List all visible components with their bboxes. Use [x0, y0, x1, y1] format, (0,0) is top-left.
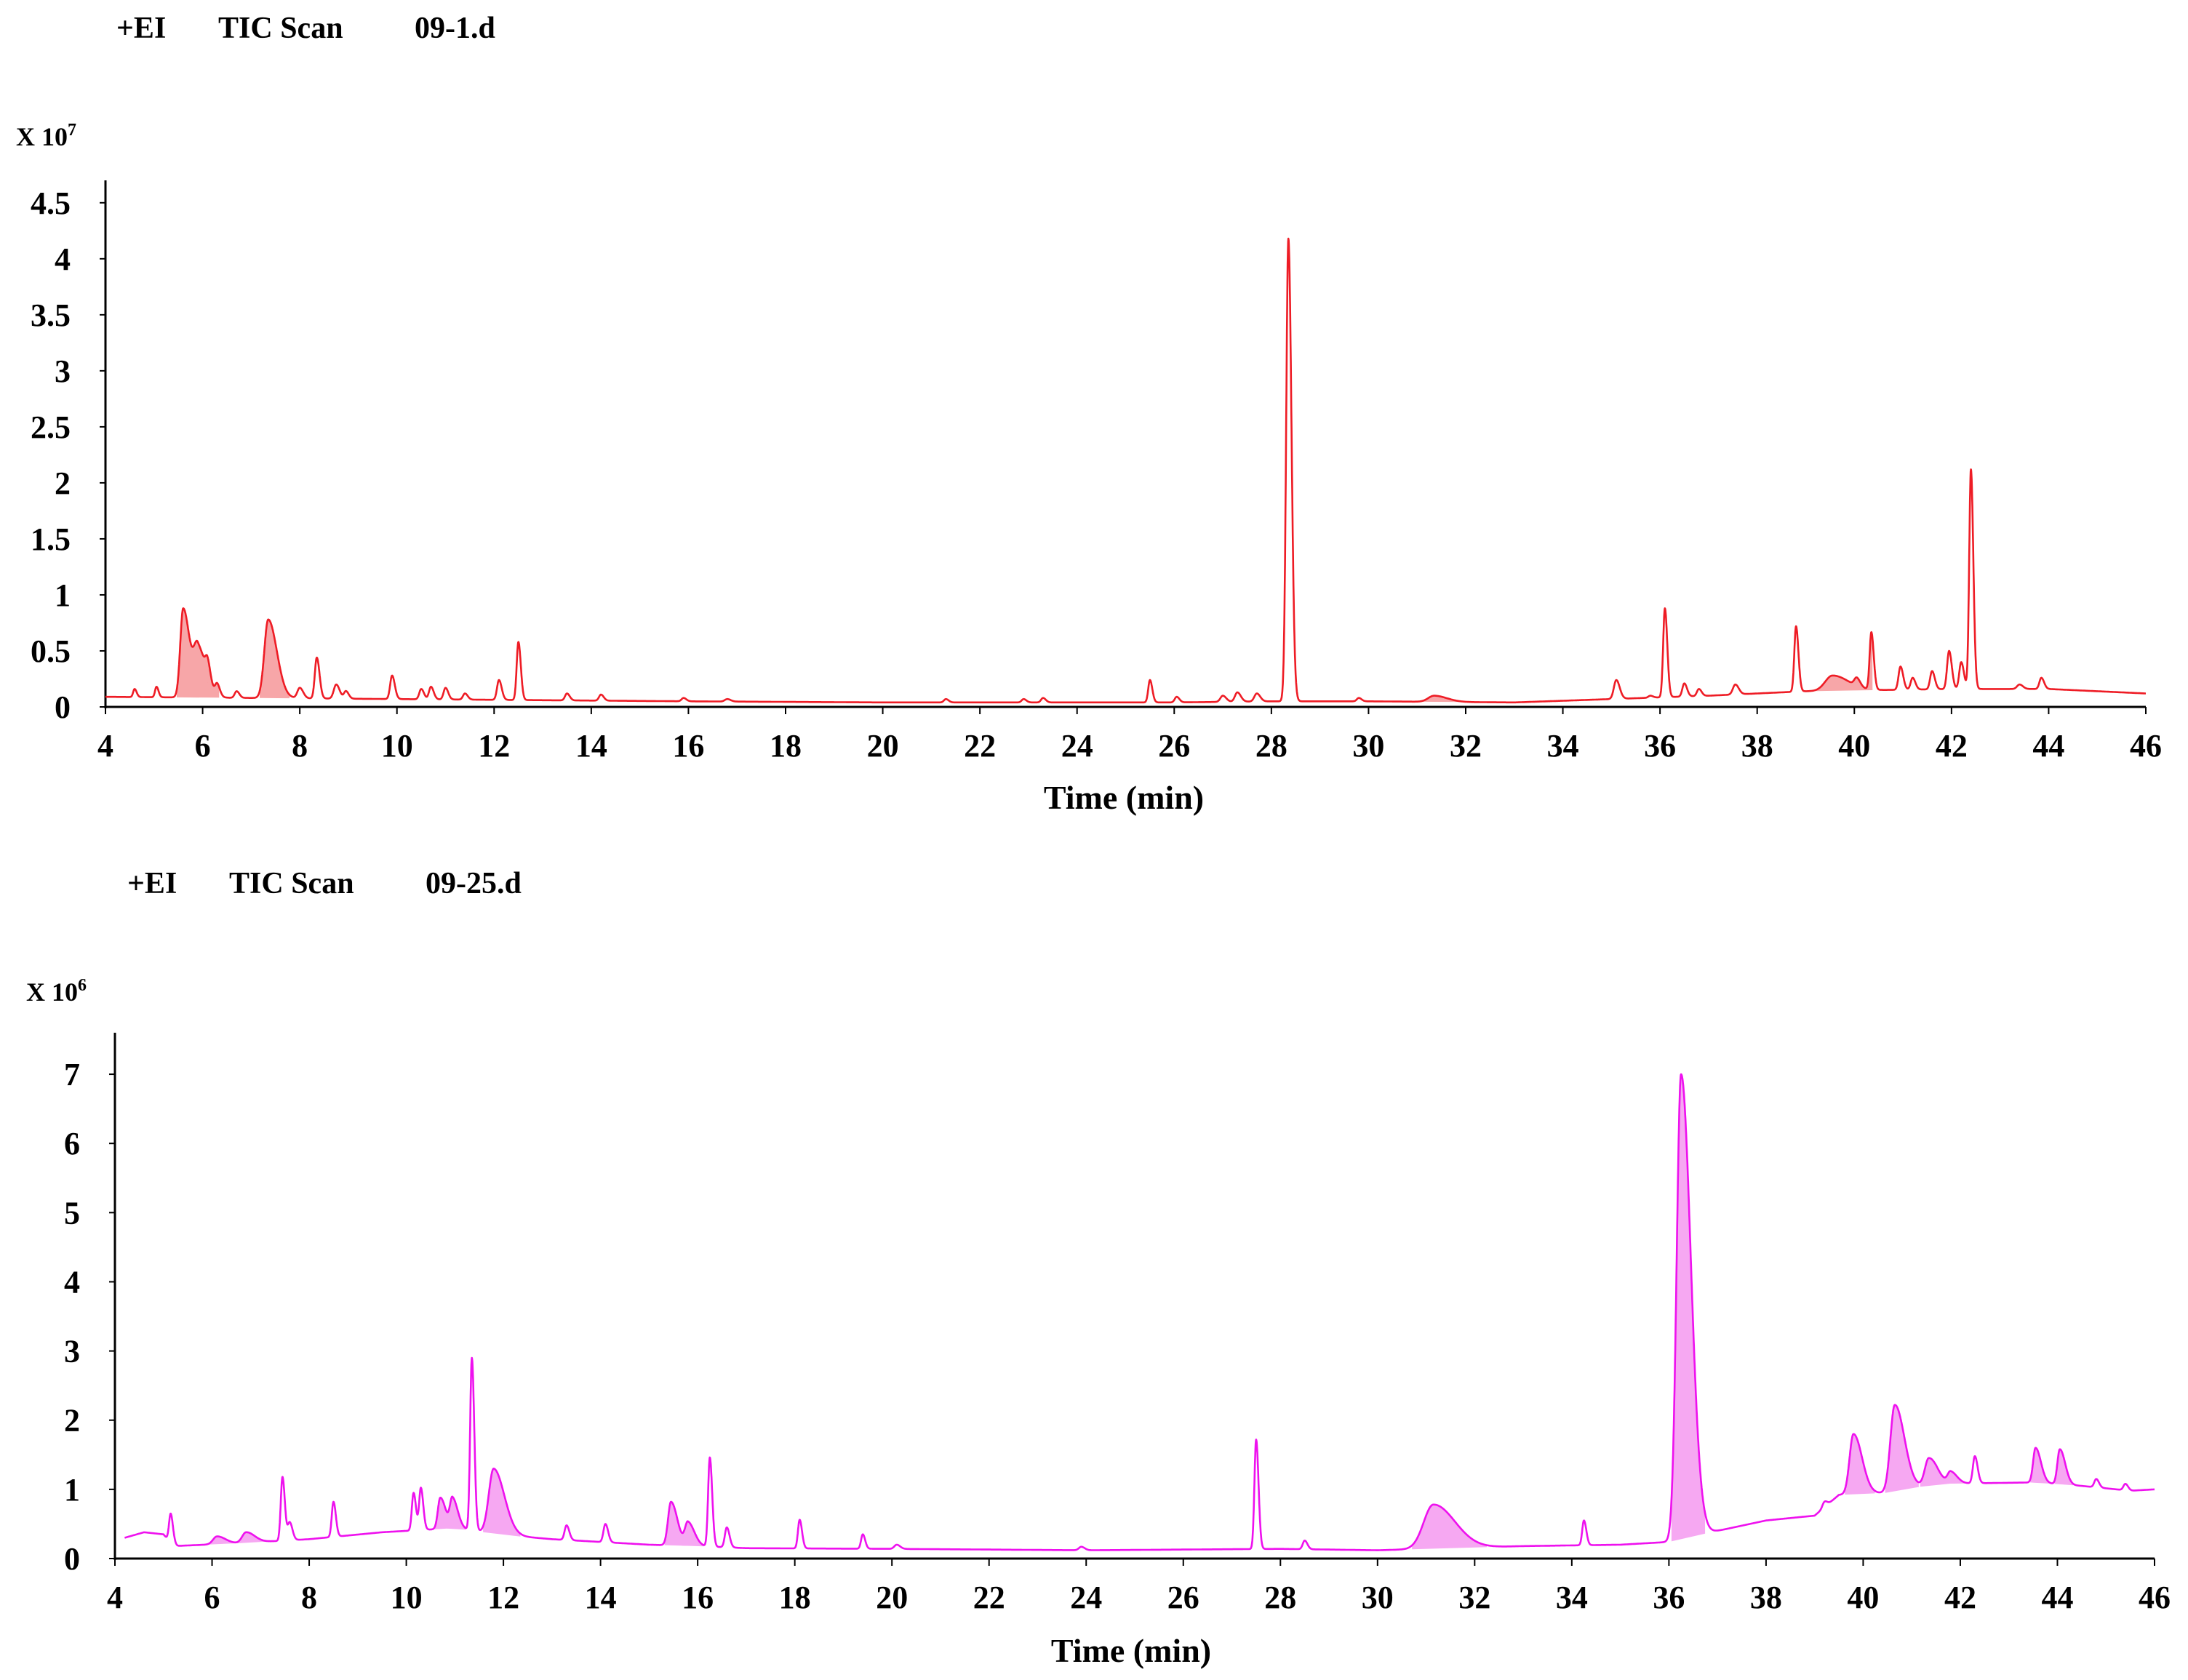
- x-tick-label: 44: [2032, 728, 2064, 764]
- x-tick-label: 30: [1362, 1580, 1394, 1615]
- tic-trace-line: [124, 1073, 2155, 1551]
- x-axis-title: Time (min): [1051, 1632, 1211, 1669]
- x-tick-label: 6: [204, 1580, 220, 1615]
- y-tick-label: 4: [64, 1264, 80, 1300]
- integrated-peak-area: [1885, 1404, 1919, 1493]
- x-tick-label: 38: [1741, 728, 1773, 764]
- integrated-peak-area: [1920, 1457, 1950, 1487]
- x-tick-label: 18: [779, 1580, 811, 1615]
- x-axis-title: Time (min): [1044, 779, 1204, 816]
- x-tick-label: 12: [478, 728, 510, 764]
- header-file-name: 09-25.d: [426, 867, 522, 900]
- y-tick-label: 7: [64, 1057, 80, 1092]
- y-tick-label: 6: [64, 1126, 80, 1161]
- x-tick-label: 20: [867, 728, 899, 764]
- x-tick-label: 46: [2130, 728, 2162, 764]
- integrated-peak-area: [237, 1532, 268, 1543]
- x-tick-label: 42: [1936, 728, 1968, 764]
- header-scan-type: TIC Scan: [218, 12, 343, 45]
- x-tick-label: 4: [107, 1580, 123, 1615]
- x-tick-label: 14: [585, 1580, 617, 1615]
- x-tick-label: 34: [1556, 1580, 1588, 1615]
- x-tick-label: 46: [2139, 1580, 2171, 1615]
- x-tick-label: 34: [1547, 728, 1579, 764]
- x-tick-label: 30: [1352, 728, 1384, 764]
- x-tick-label: 40: [1838, 728, 1870, 764]
- header-ion-mode: +EI: [127, 867, 177, 900]
- x-tick-label: 18: [770, 728, 802, 764]
- y-tick-label: 0.5: [31, 633, 71, 669]
- x-tick-label: 36: [1653, 1580, 1685, 1615]
- x-tick-label: 8: [292, 728, 308, 764]
- x-tick-label: 26: [1167, 1580, 1199, 1615]
- x-tick-label: 40: [1847, 1580, 1879, 1615]
- y-tick-label: 1: [55, 577, 71, 613]
- y-tick-label: 5: [64, 1195, 80, 1231]
- x-tick-label: 38: [1750, 1580, 1782, 1615]
- header-scan-type: TIC Scan: [229, 867, 354, 900]
- x-tick-label: 36: [1644, 728, 1676, 764]
- integrated-peak-area: [664, 1502, 687, 1546]
- x-tick-label: 24: [1070, 1580, 1102, 1615]
- x-tick-label: 16: [672, 728, 704, 764]
- y-tick-label: 2: [55, 465, 71, 501]
- x-tick-label: 24: [1061, 728, 1093, 764]
- series-bottom: [124, 1073, 2155, 1551]
- integrated-peak-area: [208, 1536, 239, 1545]
- header-ion-mode: +EI: [116, 12, 166, 45]
- axes-bottom: 4 6 8 10 12 14 16 18 20 22 24 26 28 30 32 34 36 38 40 42 44 4…: [64, 1033, 2171, 1615]
- y-tick-label: 2: [64, 1403, 80, 1439]
- y-tick-label: 3.5: [31, 297, 71, 333]
- x-tick-label: 10: [391, 1580, 423, 1615]
- y-tick-label: 1: [64, 1472, 80, 1508]
- x-tick-label: 10: [381, 728, 413, 764]
- x-tick-label: 4: [97, 728, 113, 764]
- x-tick-label: 8: [301, 1580, 317, 1615]
- y-tick-label: 1.5: [31, 521, 71, 557]
- integrated-peak-area: [1412, 1504, 1487, 1550]
- chart-panel-bottom: +EI TIC Scan 09-25.d X 106 4 6 8 10 12 14 16 18…: [26, 867, 2171, 1669]
- y-tick-label: 2.5: [31, 409, 71, 445]
- chart-panel-top: +EI TIC Scan 09-1.d X 107 4 6 8 10 12 14 16 18 2…: [16, 12, 2162, 816]
- x-tick-label: 22: [964, 728, 996, 764]
- x-tick-label: 14: [575, 728, 607, 764]
- y-tick-label: 3: [55, 353, 71, 389]
- y-tick-label: 3: [64, 1334, 80, 1369]
- tic-trace-line: [105, 237, 2147, 704]
- series-top: [105, 237, 2147, 704]
- x-tick-label: 42: [1944, 1580, 1976, 1615]
- x-tick-label: 32: [1458, 1580, 1490, 1615]
- axes-top: 4 6 8 10 12 14 16 18 20 22 24 26 28 30 32 34 36 38 40 42 44 4…: [31, 180, 2162, 764]
- y-scale-label: X 107: [16, 121, 76, 151]
- x-tick-label: 28: [1255, 728, 1287, 764]
- x-tick-label: 16: [682, 1580, 714, 1615]
- y-tick-label: 4: [55, 241, 71, 277]
- x-tick-label: 12: [487, 1580, 519, 1615]
- x-tick-label: 28: [1264, 1580, 1296, 1615]
- x-tick-label: 44: [2041, 1580, 2073, 1615]
- header-file-name: 09-1.d: [415, 12, 495, 45]
- x-tick-label: 32: [1450, 728, 1482, 764]
- x-tick-label: 26: [1158, 728, 1190, 764]
- y-tick-label: 4.5: [31, 185, 71, 221]
- x-tick-label: 20: [876, 1580, 908, 1615]
- x-tick-label: 6: [195, 728, 211, 764]
- x-tick-label: 22: [973, 1580, 1005, 1615]
- y-tick-label: 0: [64, 1541, 80, 1577]
- y-scale-label: X 106: [26, 976, 87, 1007]
- y-tick-label: 0: [55, 689, 71, 725]
